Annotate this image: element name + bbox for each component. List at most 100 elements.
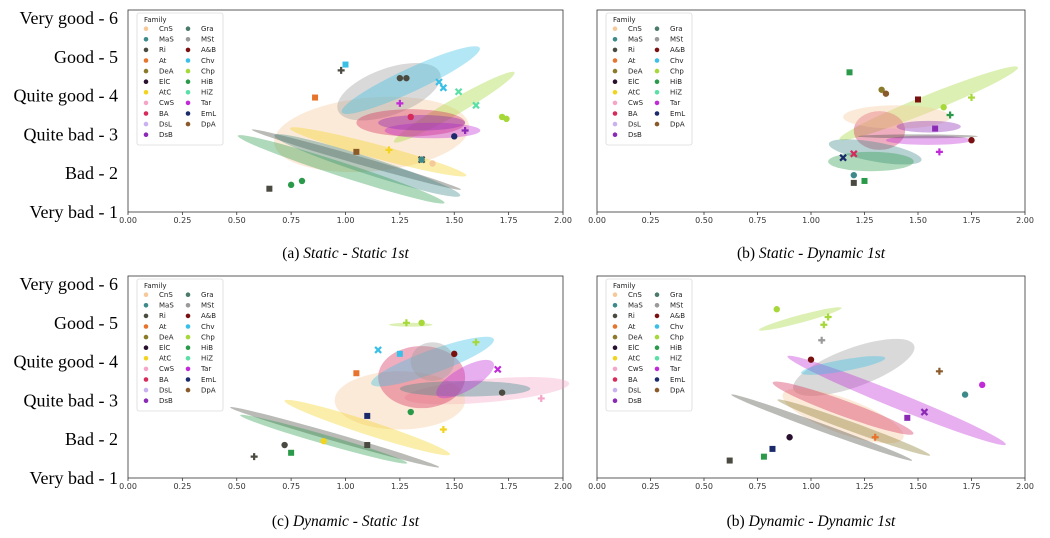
legend-label-A&B: A&B xyxy=(670,46,685,54)
legend-label-DeA: DeA xyxy=(628,67,643,75)
legend-label-DsB: DsB xyxy=(628,397,642,405)
legend-label-MSt: MSt xyxy=(670,36,683,44)
legend-label-Chv: Chv xyxy=(201,57,214,65)
x-tick-label: 1.75 xyxy=(500,482,518,491)
point-HiZ xyxy=(472,101,480,110)
point-Chp xyxy=(418,319,425,326)
legend-label-CwS: CwS xyxy=(628,99,644,107)
legend-swatch-Ri xyxy=(143,313,149,319)
point-Ri xyxy=(266,185,273,192)
panel-caption: (c) Dynamic - Static 1st xyxy=(272,513,420,530)
ellipse-BA xyxy=(853,111,906,150)
legend-swatch-Chp xyxy=(654,334,660,340)
x-tick-label: 1.00 xyxy=(802,216,820,225)
legend-label-HiZ: HiZ xyxy=(670,355,682,363)
ellipse-Chp xyxy=(758,307,842,331)
y-tick-label: Very good - 6 xyxy=(20,274,118,294)
legend-swatch-DeA xyxy=(612,68,618,74)
legend-swatch-At xyxy=(143,58,149,63)
point-Ri xyxy=(726,457,733,464)
legend-swatch-Chv xyxy=(185,58,191,63)
legend-label-DpA: DpA xyxy=(670,386,685,394)
y-tick-label: Bad - 2 xyxy=(65,163,118,183)
x-tick-label: 0.25 xyxy=(642,482,660,491)
legend-swatch-CnS xyxy=(612,26,618,32)
legend-swatch-At xyxy=(143,324,149,329)
legend-label-At: At xyxy=(159,323,167,331)
ellipse-CnS xyxy=(782,388,904,444)
point-Ri xyxy=(396,74,404,82)
x-tick-label: 0.00 xyxy=(119,482,137,491)
legend-label-MSt: MSt xyxy=(670,302,683,310)
legend-label-Tar: Tar xyxy=(200,365,211,373)
legend-swatch-CwS xyxy=(143,100,149,106)
legend-swatch-CnS xyxy=(612,292,618,298)
legend-label-ElC: ElC xyxy=(628,344,639,352)
ellipse-Chv xyxy=(800,356,886,375)
point-Chp xyxy=(503,115,510,123)
legend-swatch-A&B xyxy=(185,47,191,53)
ellipse-BA xyxy=(378,346,466,409)
legend-label-HiZ: HiZ xyxy=(670,89,682,97)
legend-label-HiB: HiB xyxy=(670,344,682,352)
x-tick-label: 1.25 xyxy=(391,482,409,491)
point-Tar xyxy=(396,99,404,107)
ellipse-MSt xyxy=(793,338,915,396)
x-tick-label: 0.25 xyxy=(173,216,191,225)
legend-swatch-MSt xyxy=(654,303,660,308)
legend-swatch-DpA xyxy=(185,121,191,127)
ellipse-MaS xyxy=(399,381,531,397)
point-DpA xyxy=(353,148,360,155)
legend-swatch-DpA xyxy=(654,121,660,127)
ellipse-MSt xyxy=(410,342,455,381)
point-Ri xyxy=(498,389,506,396)
point-Tar xyxy=(979,381,986,389)
x-tick-label: 1.75 xyxy=(500,216,518,225)
point-HiB xyxy=(846,69,853,76)
point-At xyxy=(312,94,319,101)
y-tick-label: Good - 5 xyxy=(54,47,118,67)
legend-label-A&B: A&B xyxy=(670,312,685,320)
legend-label-A&B: A&B xyxy=(201,312,216,320)
legend-swatch-Gra xyxy=(654,292,660,298)
legend-swatch-DsL xyxy=(143,387,149,393)
point-Chp xyxy=(940,104,947,111)
point-Chv xyxy=(396,350,403,357)
legend-swatch-EmL xyxy=(185,111,191,116)
legend-swatch-AtC xyxy=(612,356,618,361)
legend-swatch-CwS xyxy=(143,366,149,372)
point-ElC xyxy=(786,434,793,441)
legend-swatch-BA xyxy=(143,111,149,116)
point-EmL xyxy=(769,445,776,452)
legend-swatch-Ri xyxy=(612,313,618,319)
legend-swatch-MaS xyxy=(612,303,618,308)
legend-label-Chv: Chv xyxy=(201,323,214,331)
legend-label-DsL: DsL xyxy=(159,120,172,128)
x-tick-label: 2.00 xyxy=(1016,482,1034,491)
legend-swatch-ElC xyxy=(143,79,149,84)
point-HiZ xyxy=(454,87,463,96)
legend-swatch-Chv xyxy=(654,324,660,329)
point-DsB xyxy=(932,125,939,132)
point-MaS xyxy=(850,171,857,179)
legend-swatch-A&B xyxy=(185,313,191,319)
legend-label-DpA: DpA xyxy=(670,120,685,128)
legend-swatch-Chp xyxy=(654,68,660,74)
legend-label-Gra: Gra xyxy=(201,25,214,33)
legend-swatch-HiB xyxy=(654,79,660,84)
point-MSt xyxy=(818,336,826,344)
legend-label-CnS: CnS xyxy=(628,291,642,299)
legend-swatch-BA xyxy=(612,111,618,116)
legend-swatch-DsL xyxy=(612,121,618,127)
x-tick-label: 0.50 xyxy=(228,482,246,491)
legend-label-BA: BA xyxy=(159,110,169,118)
legend-label-BA: BA xyxy=(159,376,169,384)
point-Chp xyxy=(820,321,828,329)
legend-label-Chp: Chp xyxy=(670,67,684,75)
legend-label-MSt: MSt xyxy=(201,302,214,310)
x-tick-label: 1.50 xyxy=(909,482,927,491)
x-tick-label: 0.50 xyxy=(695,482,713,491)
legend-label-CwS: CwS xyxy=(159,99,175,107)
point-Ri xyxy=(364,442,371,449)
